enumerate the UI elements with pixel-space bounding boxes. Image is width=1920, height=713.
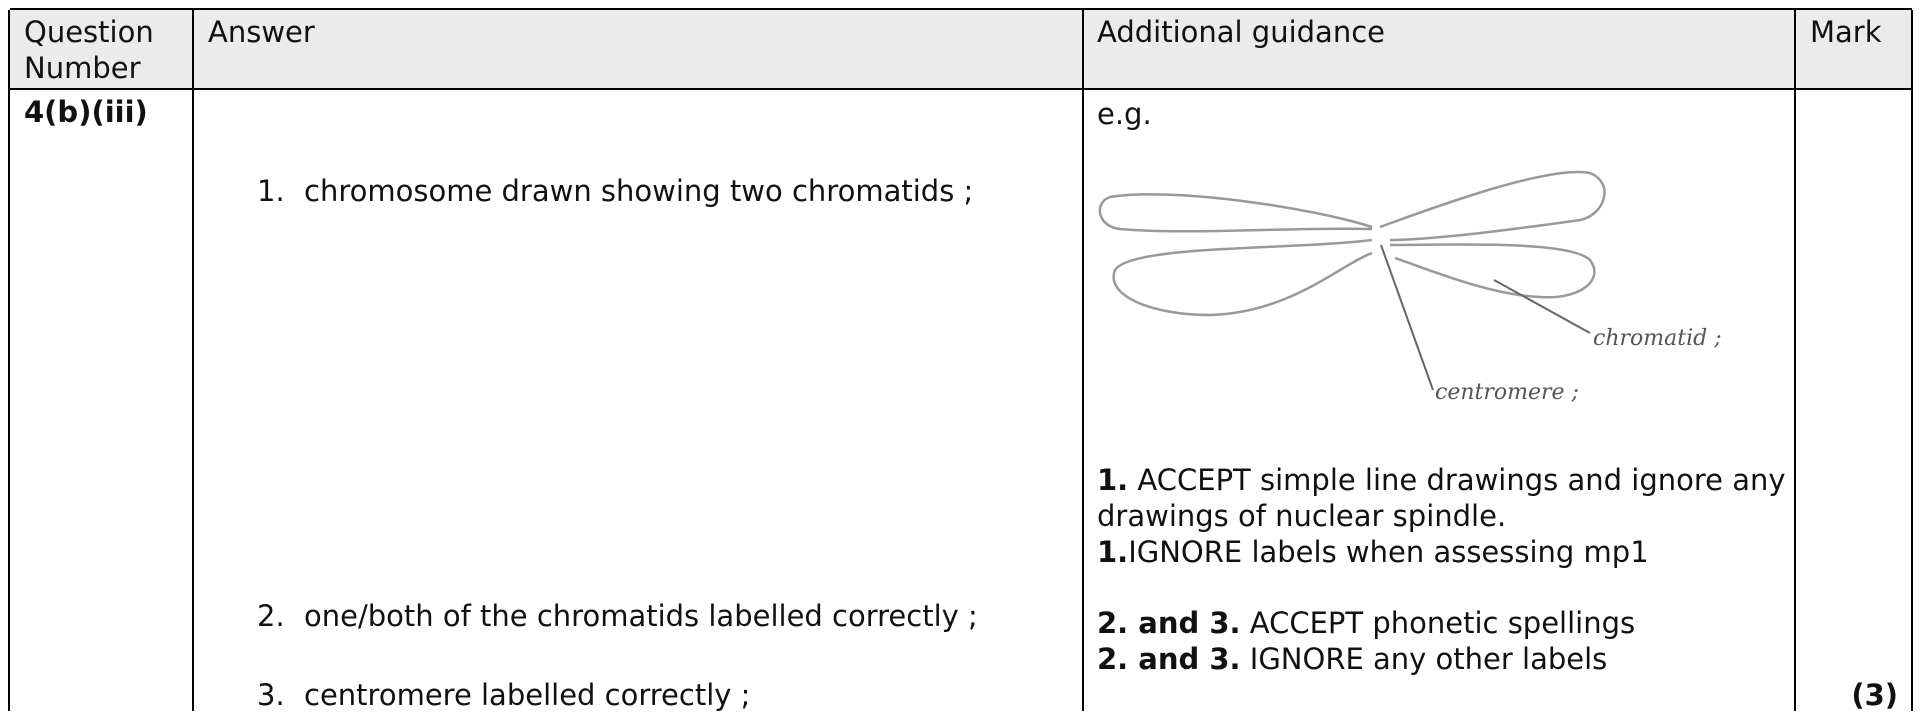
guidance-intro: e.g. — [1097, 97, 1152, 131]
chromatid-arm — [1112, 238, 1373, 317]
chromosome-drawing: chromatid ; centromere ; — [1098, 170, 1722, 405]
table-border — [10, 8, 1912, 10]
note-number: 2. and 3. — [1097, 606, 1241, 640]
column-border — [192, 10, 194, 711]
answer-text: one/both of the chromatids labelled corr… — [304, 599, 978, 633]
header-cell: Answer — [208, 15, 315, 49]
column-border — [1911, 10, 1913, 711]
note-text: IGNORE labels when assessing mp1 — [1128, 535, 1649, 569]
chromatid-arm — [1098, 193, 1373, 233]
chromatid-arm — [1379, 170, 1606, 242]
column-border — [1082, 10, 1084, 711]
mark: (3) — [1851, 678, 1898, 712]
header-cell: Additional guidance — [1097, 15, 1385, 49]
guidance-note: 2. and 3. ACCEPT phonetic spellings — [1097, 605, 1635, 641]
guidance-note: 1.IGNORE labels when assessing mp1 — [1097, 534, 1649, 570]
drawing-label: centromere ; — [1435, 380, 1579, 405]
answer-text: centromere labelled correctly ; — [304, 678, 751, 712]
column-border — [1794, 10, 1796, 711]
answer-number: 2. — [257, 599, 285, 633]
drawing-label: chromatid ; — [1593, 326, 1722, 351]
guidance-note: 1. ACCEPT simple line drawings and ignor… — [1097, 462, 1787, 534]
answer-number: 1. — [257, 174, 285, 208]
note-text: IGNORE any other labels — [1249, 642, 1608, 676]
label-line — [1380, 244, 1434, 391]
header-background — [10, 10, 1912, 89]
answer-number: 3. — [257, 678, 285, 712]
note-number: 1. — [1097, 535, 1129, 569]
answer-text: chromosome drawn showing two chromatids … — [304, 174, 974, 208]
header-cell: Mark — [1810, 15, 1882, 49]
header-cell: Question Number — [24, 15, 154, 85]
guidance-note: 2. and 3. IGNORE any other labels — [1097, 641, 1607, 677]
chromatid-arm — [1389, 243, 1596, 299]
header-border — [10, 88, 1912, 90]
column-border — [8, 10, 10, 711]
note-number: 1. — [1097, 463, 1129, 497]
label-line — [1493, 279, 1591, 334]
note-text: ACCEPT phonetic spellings — [1249, 606, 1636, 640]
note-text: ACCEPT simple line drawings and ignore a… — [1097, 463, 1786, 533]
note-number: 2. and 3. — [1097, 642, 1241, 676]
question-number: 4(b)(iii) — [24, 95, 148, 129]
